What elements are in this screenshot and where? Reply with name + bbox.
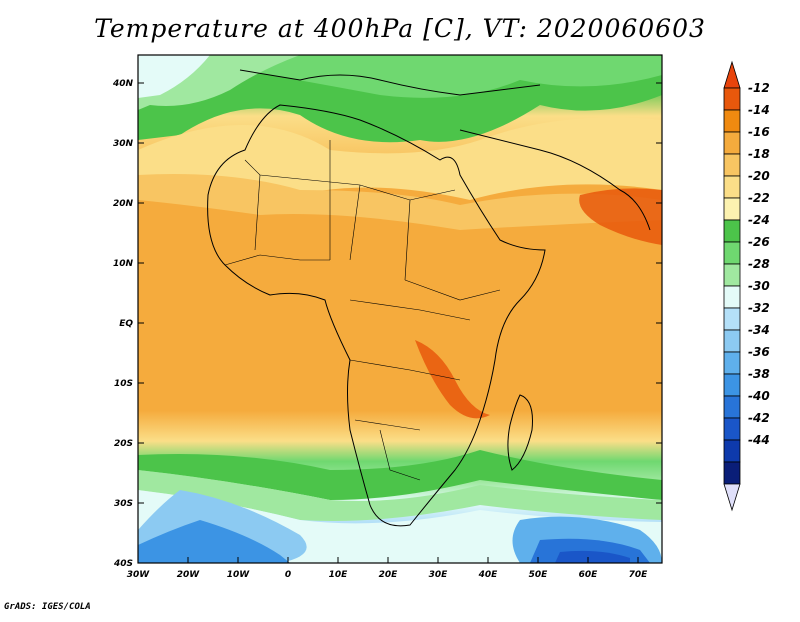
colorbar-label: -24: [748, 213, 770, 227]
colorbar-swatch: [723, 417, 741, 441]
map-frame: [137, 54, 663, 564]
grads-credit: GrADS: IGES/COLA: [4, 602, 91, 612]
colorbar-swatch: [723, 175, 741, 199]
colorbar-label: -40: [748, 389, 770, 403]
lon-label: 50E: [529, 570, 549, 580]
colorbar-label: -14: [748, 103, 770, 117]
colorbar-swatch: [723, 439, 741, 463]
colorbar-swatch: [723, 219, 741, 243]
colorbar: -12 -14 -16 -18 -20 -22 -24 -26 -28 -30 -32 -34 -36 -…: [723, 60, 770, 512]
lon-label: 60E: [579, 570, 599, 580]
colorbar-label: -26: [748, 235, 770, 249]
coastlines: [207, 69, 651, 527]
temperature-field: [138, 55, 662, 563]
lon-label: 40E: [478, 570, 499, 580]
colorbar-swatch: [723, 109, 741, 133]
colorbar-label: -20: [748, 169, 770, 183]
colorbar-swatch: [723, 241, 741, 265]
lat-label: 10S: [114, 379, 133, 389]
colorbar-swatch: [723, 373, 741, 397]
colorbar-swatch: [723, 263, 741, 287]
lat-label: 10N: [113, 259, 134, 269]
lon-label: 20W: [177, 570, 201, 580]
lon-label: 0: [285, 570, 291, 580]
colorbar-swatch: [723, 131, 741, 155]
lat-label: 40S: [113, 559, 133, 569]
colorbar-label: -42: [748, 411, 770, 425]
lon-label: 10W: [227, 570, 251, 580]
colorbar-label: -16: [748, 125, 770, 139]
colorbar-swatch: [723, 351, 741, 375]
colorbar-label: -18: [748, 147, 770, 161]
colorbar-bottom-arrow: [723, 483, 741, 512]
lat-label: 40N: [112, 79, 134, 89]
colorbar-label: -22: [748, 191, 770, 205]
lat-label: 30S: [114, 499, 133, 509]
colorbar-label: -32: [748, 301, 770, 315]
colorbar-label: -36: [748, 345, 770, 359]
colorbar-label: -34: [748, 323, 770, 337]
lon-label: 20E: [379, 570, 399, 580]
colorbar-swatch: [723, 153, 741, 177]
colorbar-swatch: [723, 395, 741, 419]
colorbar-label: -30: [748, 279, 770, 293]
colorbar-swatch: [723, 197, 741, 221]
colorbar-label: -28: [748, 257, 770, 271]
colorbar-label: -44: [748, 433, 770, 447]
latitude-axis: 40N 30N 20N 10N EQ 10S 20S 30S 40S: [112, 79, 662, 569]
lon-label: 30W: [127, 570, 151, 580]
colorbar-swatch: [723, 329, 741, 353]
lat-label: 20S: [114, 439, 133, 449]
lon-label: 70E: [629, 570, 649, 580]
country-borders: [224, 140, 501, 481]
colorbar-swatch: [723, 307, 741, 331]
lat-label: 30N: [113, 139, 134, 149]
colorbar-label: -38: [748, 367, 770, 381]
lat-label: EQ: [119, 319, 133, 329]
colorbar-top-arrow: [723, 60, 741, 89]
lon-label: 30E: [429, 570, 449, 580]
longitude-axis: 30W 20W 10W 0 10E 20E 30E 40E 50E 60E 70E: [127, 557, 648, 580]
lon-label: 10E: [329, 570, 349, 580]
colorbar-swatch: [723, 285, 741, 309]
lat-label: 20N: [113, 199, 134, 209]
colorbar-swatch: [723, 87, 741, 111]
colorbar-label: -12: [748, 81, 770, 95]
map-title: Temperature at 400hPa [C], VT: 202006060…: [94, 14, 706, 43]
colorbar-swatch: [723, 461, 741, 485]
